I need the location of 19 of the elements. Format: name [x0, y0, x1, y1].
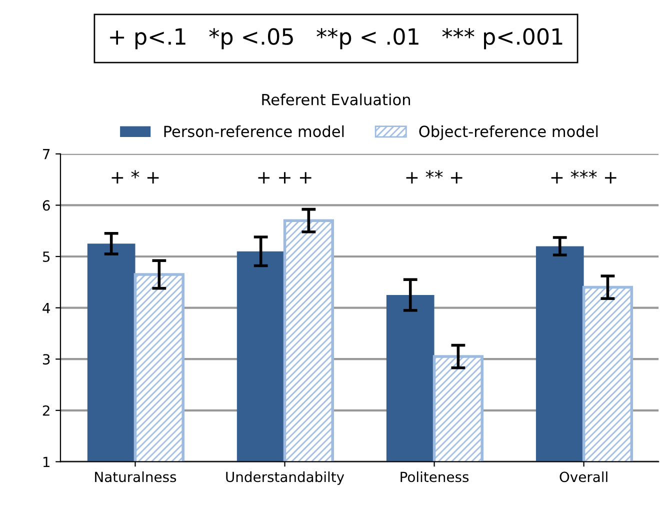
y-tick-label: 7 — [43, 149, 50, 160]
x-tick-label: Overall — [560, 471, 608, 482]
y-tick-label: 3 — [42, 354, 50, 365]
text: + p<.1 *p <.05 **p < .01 *** p<.001 — [110, 28, 562, 50]
x-tick-label: Naturalness — [95, 471, 176, 482]
y-tick-label: 5 — [42, 252, 50, 262]
annotation: + *** + — [551, 170, 616, 184]
y-tick-label: 6 — [42, 200, 50, 211]
x-tick-label: Understandabilty — [226, 471, 344, 485]
y-tick-label: 1 — [43, 456, 50, 467]
chart-title: Referent Evaluation — [262, 94, 410, 106]
y-tick-label: 2 — [42, 405, 50, 416]
y-tick-label: 4 — [42, 302, 50, 314]
legend-label: Object-reference model — [419, 125, 598, 140]
annotation: + * + — [112, 170, 159, 184]
legend-label: Person-reference model — [164, 125, 344, 138]
x-tick-label: Politeness — [400, 471, 469, 482]
annotation: + ** + — [406, 170, 462, 184]
annotation: + + + — [258, 172, 312, 184]
